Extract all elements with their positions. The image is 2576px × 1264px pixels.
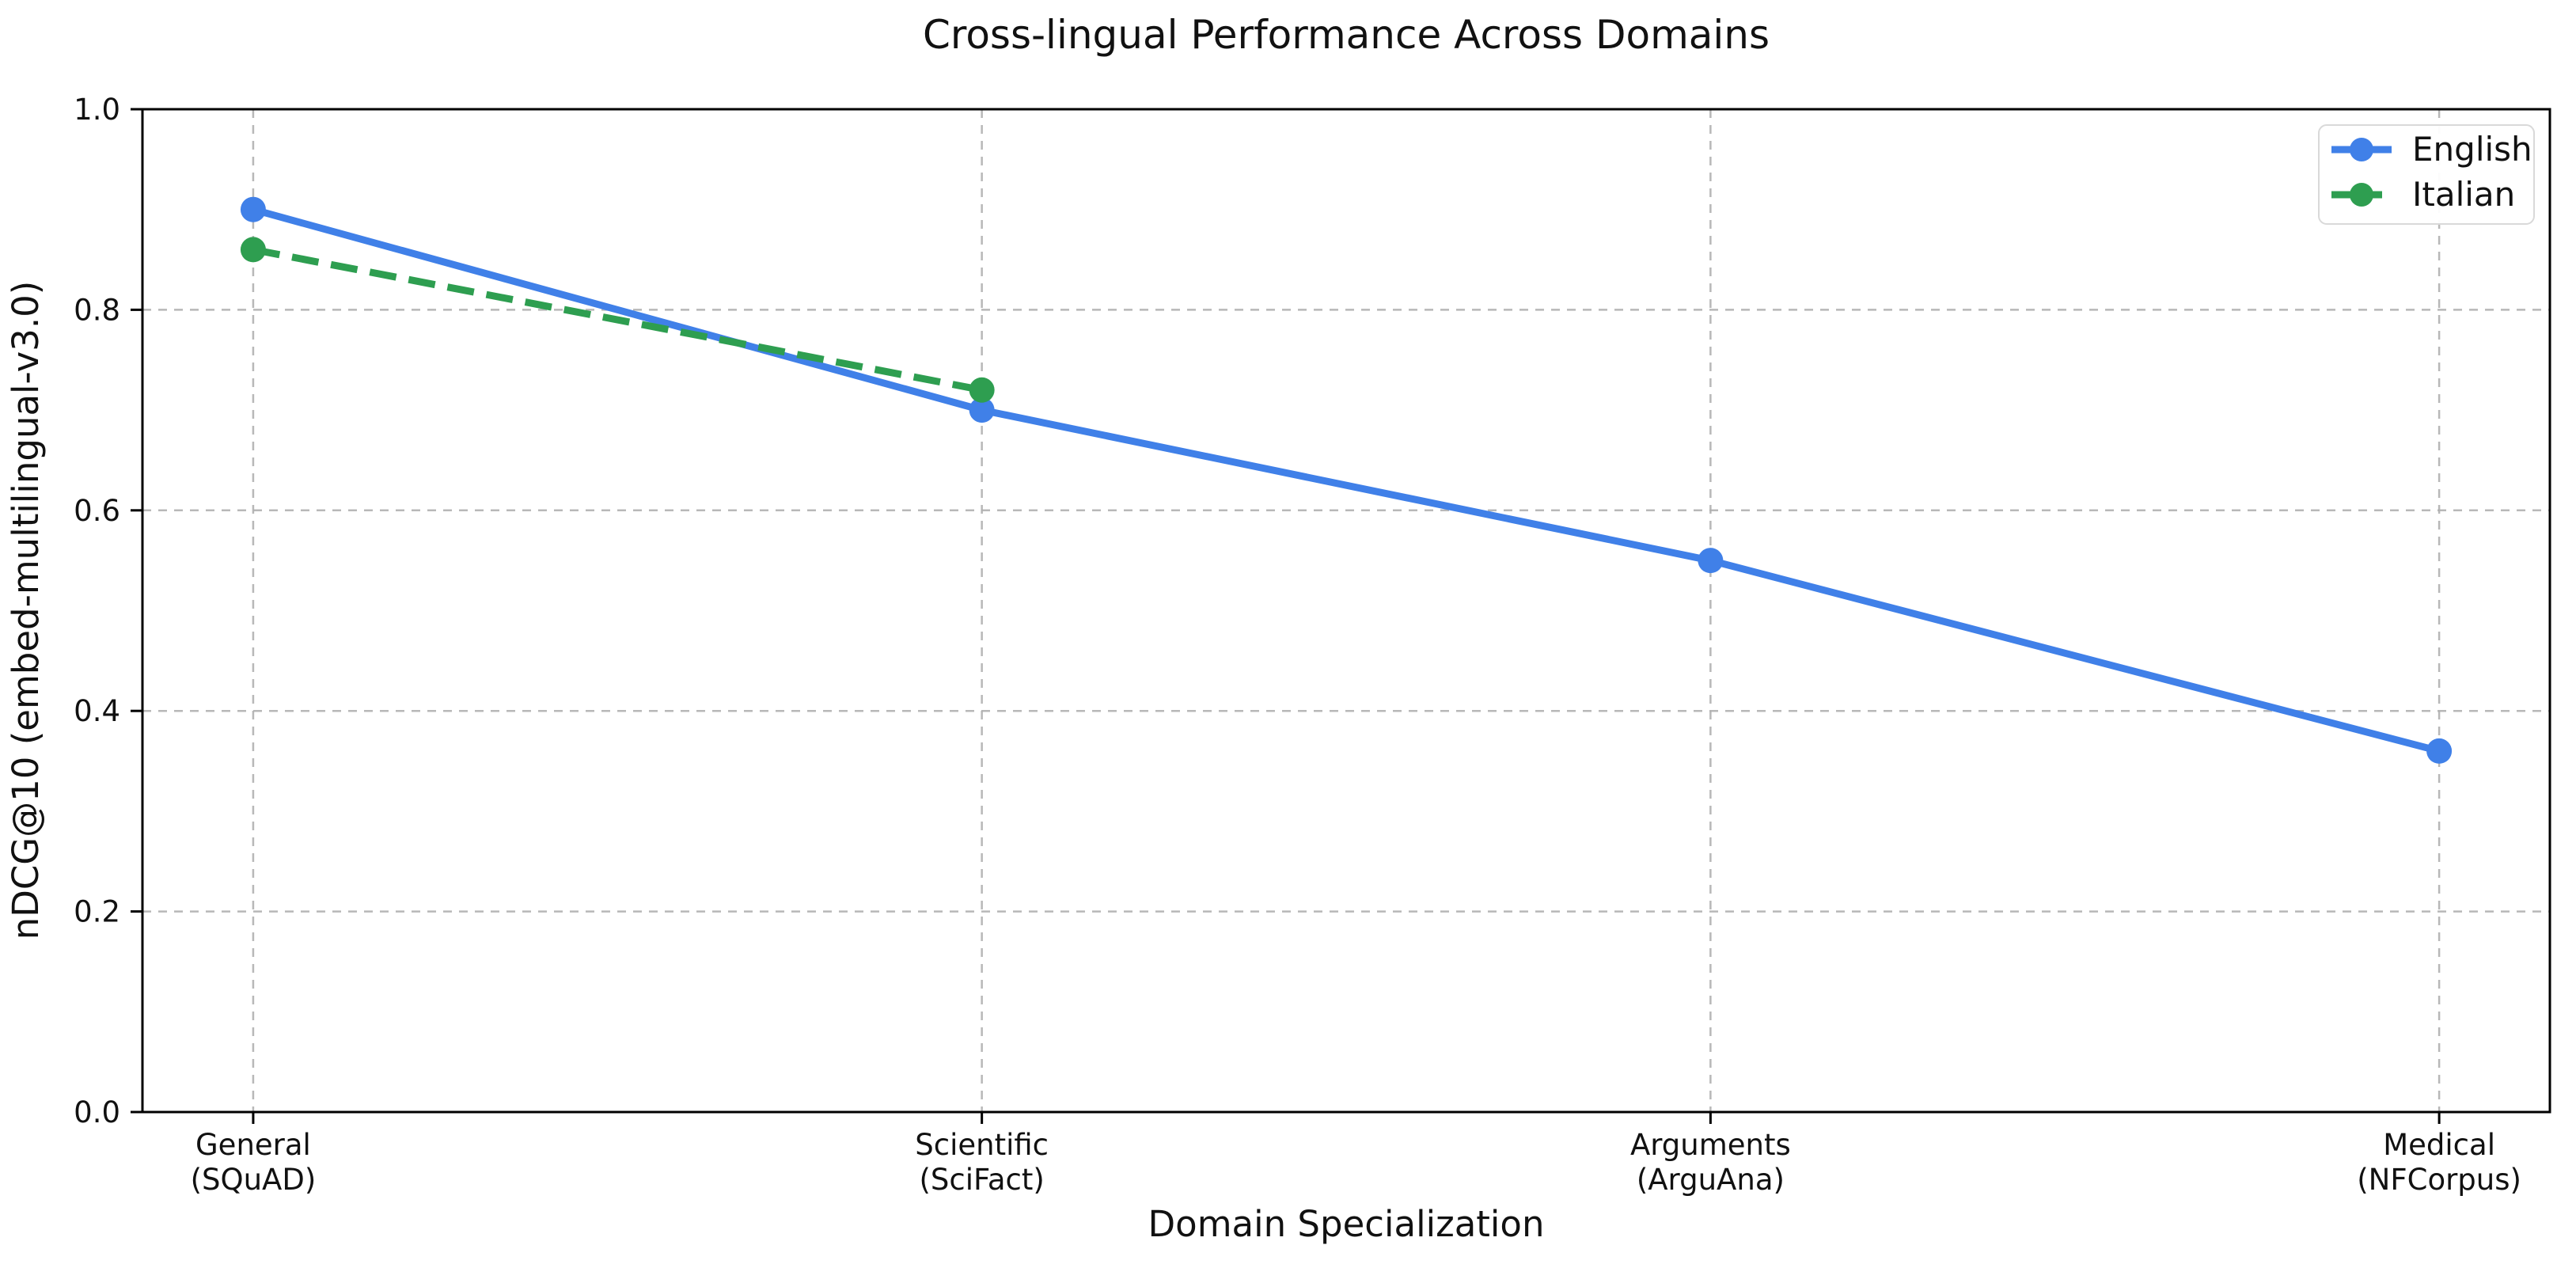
chart-title: Cross-lingual Performance Across Domains [923, 12, 1770, 58]
series-line-italian [252, 245, 983, 394]
legend: English Italian [2318, 124, 2535, 225]
y-tick-label: 0.2 [74, 895, 120, 929]
legend-item-english: English [2331, 130, 2532, 169]
x-tick-sublabel: (SciFact) [919, 1163, 1044, 1197]
y-tick-label: 0.0 [74, 1095, 120, 1129]
y-axis-label: nDCG@10 (embed-multilingual-v3.0) [5, 281, 47, 940]
gridlines [142, 108, 2550, 1114]
legend-marker-italian [2350, 183, 2373, 207]
series-line-english [249, 206, 2443, 755]
legend-item-italian: Italian [2331, 175, 2515, 214]
x-tick-sublabel: (ArguAna) [1637, 1163, 1785, 1197]
x-tick-label: Medical [2383, 1128, 2495, 1162]
data-point-english [969, 397, 995, 423]
y-tick-label: 0.4 [74, 694, 120, 728]
data-series [240, 196, 2453, 764]
data-point-italian [969, 377, 995, 403]
plot-border [141, 108, 2551, 1114]
legend-label-english: English [2412, 130, 2532, 169]
axis-ticks: 0.0 0.2 0.4 0.6 0.8 1.0 General(SQuAD) Scientif… [74, 93, 2521, 1197]
data-point-italian [240, 237, 266, 263]
legend-marker-english [2350, 138, 2373, 161]
data-point-english [2426, 738, 2453, 764]
x-tick-label: Scientific [915, 1128, 1049, 1162]
y-tick-label: 0.8 [74, 293, 120, 327]
x-tick-sublabel: (SQuAD) [191, 1163, 317, 1197]
x-tick-sublabel: (NFCorpus) [2357, 1163, 2521, 1197]
legend-label-italian: Italian [2412, 175, 2515, 214]
x-tick-label: Arguments [1630, 1128, 1791, 1162]
data-point-english [1698, 548, 1724, 574]
x-axis-label: Domain Specialization [1148, 1203, 1545, 1245]
data-point-english [240, 196, 266, 222]
y-tick-label: 1.0 [74, 93, 120, 127]
x-tick-label: General [195, 1128, 311, 1162]
y-tick-label: 0.6 [74, 494, 120, 528]
